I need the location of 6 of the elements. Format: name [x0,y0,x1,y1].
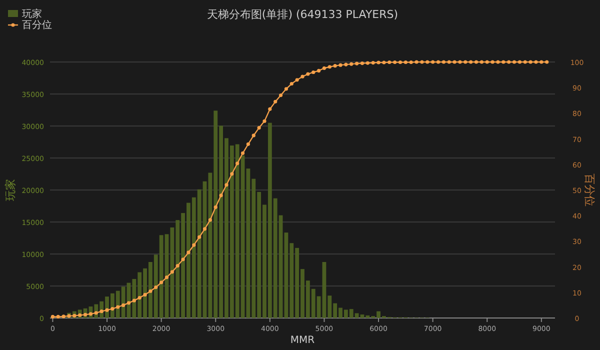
legend-label: 玩家 [22,8,42,20]
y2-axis-title: 百分位 [583,174,596,206]
y-axis-title: 玩家 [4,179,17,201]
chart-title: 天梯分布图(单排) (649133 PLAYERS) [206,8,398,21]
legend-label: 百分位 [22,19,52,31]
x-axis-title: MMR [290,335,315,346]
